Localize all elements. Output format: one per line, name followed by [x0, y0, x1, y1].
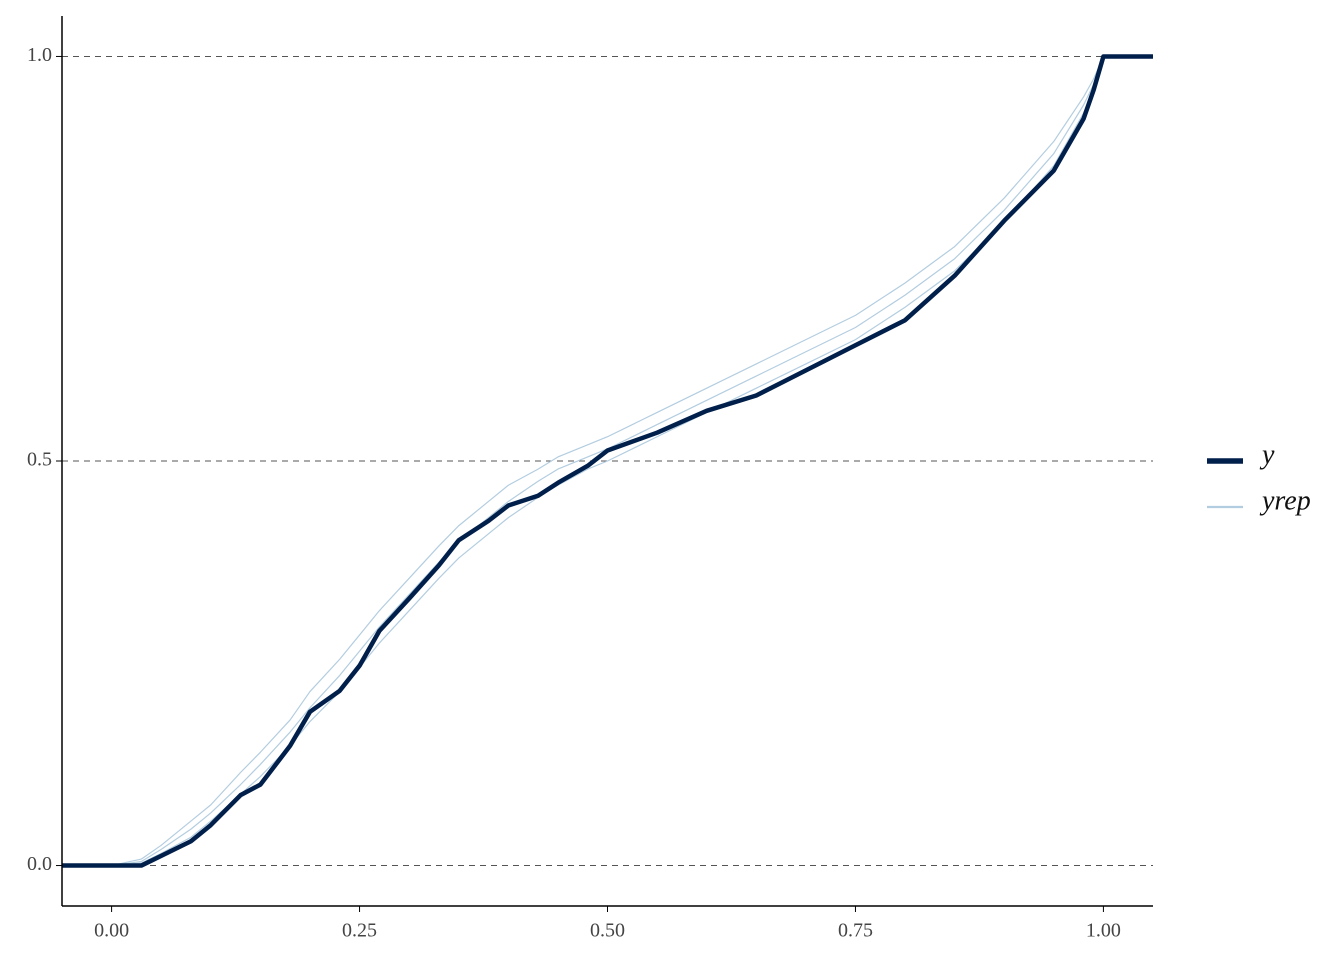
legend-label: yrep: [1259, 485, 1311, 516]
rep-line: [62, 55, 1153, 867]
y-tick-label: 0.5: [27, 449, 52, 471]
legend-label: y: [1259, 439, 1275, 470]
y-tick-label: 1.0: [27, 44, 52, 66]
x-tick-label: 0.00: [94, 920, 129, 942]
data-line: [62, 54, 1153, 868]
x-tick-label: 0.25: [342, 920, 377, 942]
x-tick-label: 0.50: [590, 920, 625, 942]
rep-line: [62, 55, 1153, 867]
x-tick-label: 0.75: [838, 920, 873, 942]
y-tick-label: 0.0: [27, 853, 52, 875]
x-tick-label: 1.00: [1086, 920, 1121, 942]
